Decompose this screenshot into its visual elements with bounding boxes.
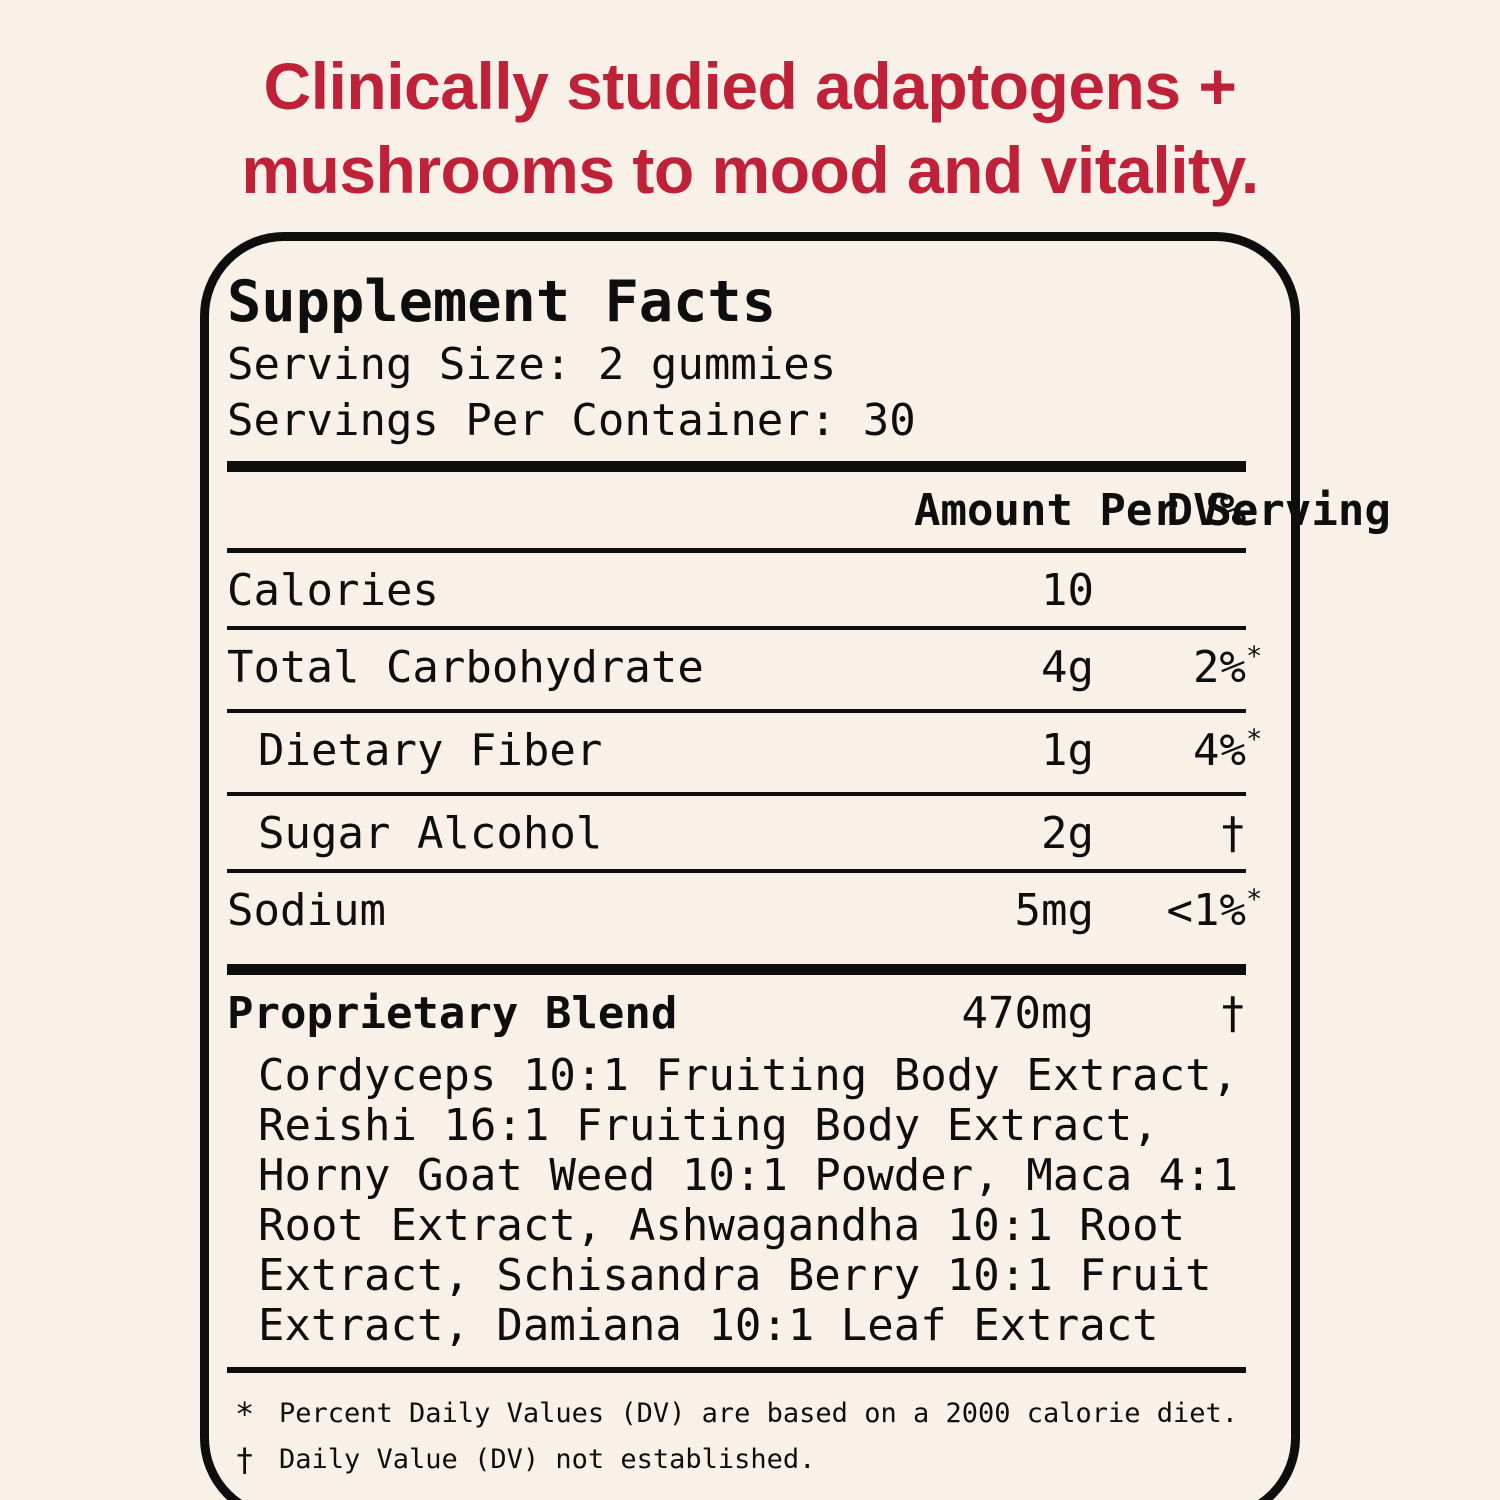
serving-size: Serving Size: 2 gummies bbox=[227, 339, 837, 390]
supplement-facts-panel: Supplement Facts Serving Size: 2 gummies… bbox=[200, 232, 1391, 1500]
divider-row bbox=[227, 792, 1246, 796]
headline-line-2: mushrooms to mood and vitality. bbox=[241, 133, 1259, 207]
dagger-mark: † bbox=[235, 1441, 255, 1479]
servings-per-container: Servings Per Container: 30 bbox=[227, 395, 916, 446]
row-sugar-alcohol: Sugar Alcohol 2g † bbox=[227, 796, 1246, 869]
asterisk-mark: * bbox=[235, 1395, 255, 1433]
dv-value: † bbox=[1219, 808, 1247, 859]
blend-label: Proprietary Blend bbox=[227, 988, 678, 1039]
panel-title: Supplement Facts bbox=[227, 269, 777, 335]
row-dv: 2%* bbox=[1193, 641, 1263, 693]
dv-value: <1% bbox=[1166, 885, 1246, 936]
blend-amount: 470mg bbox=[961, 988, 1094, 1039]
divider-row bbox=[227, 626, 1246, 630]
row-dv: † bbox=[1094, 808, 1247, 859]
row-amount: 10 bbox=[1041, 565, 1094, 616]
blend-ingredients: Cordyceps 10:1 Fruiting Body Extract, Re… bbox=[258, 1050, 1239, 1351]
row-amount: 5mg bbox=[1014, 885, 1094, 936]
row-label: Sodium bbox=[227, 885, 386, 936]
divider-row bbox=[227, 709, 1246, 713]
row-dietary-fiber: Dietary Fiber 1g 4%* bbox=[227, 713, 1263, 792]
divider-row bbox=[227, 869, 1246, 873]
row-calories: Calories 10 bbox=[227, 553, 1246, 626]
row-label: Dietary Fiber bbox=[258, 725, 603, 776]
footnote-text: Daily Value (DV) not established. bbox=[279, 1444, 816, 1475]
divider-under-ingredients bbox=[227, 1367, 1246, 1373]
divider-under-header bbox=[227, 548, 1246, 553]
header-amount-per-serving: Amount Per Serving bbox=[914, 485, 1391, 536]
row-amount: 4g bbox=[1041, 642, 1094, 693]
footnote-daily-values: * Percent Daily Values (DV) are based on… bbox=[227, 1391, 1246, 1437]
footnotes: * Percent Daily Values (DV) are based on… bbox=[227, 1391, 1246, 1483]
row-label: Sugar Alcohol bbox=[258, 808, 603, 859]
marketing-headline: Clinically studied adaptogens + mushroom… bbox=[0, 44, 1500, 212]
headline-line-1: Clinically studied adaptogens + bbox=[263, 49, 1237, 123]
row-dv: <1%* bbox=[1166, 884, 1263, 936]
header-dv-percent: DV% bbox=[1166, 485, 1246, 536]
row-dv: 4%* bbox=[1193, 724, 1263, 776]
row-total-carbohydrate: Total Carbohydrate 4g 2%* bbox=[227, 630, 1263, 709]
divider-thick-top bbox=[227, 461, 1246, 472]
divider-thick-bottom bbox=[227, 964, 1246, 975]
table-header-row: Amount Per Serving DV% bbox=[227, 472, 1391, 548]
footnote-dv-not-established: † Daily Value (DV) not established. bbox=[227, 1437, 1246, 1483]
row-amount: 2g bbox=[1041, 808, 1094, 859]
row-dv bbox=[1094, 566, 1246, 616]
row-label: Total Carbohydrate bbox=[227, 642, 704, 693]
blend-dv: † bbox=[1219, 988, 1247, 1039]
row-proprietary-blend: Proprietary Blend 470mg † bbox=[227, 975, 1246, 1045]
dv-value: 4% bbox=[1193, 725, 1246, 776]
row-sodium: Sodium 5mg <1%* bbox=[227, 873, 1263, 952]
dv-value: 2% bbox=[1193, 642, 1246, 693]
footnote-text: Percent Daily Values (DV) are based on a… bbox=[279, 1398, 1239, 1429]
row-amount: 1g bbox=[1041, 725, 1094, 776]
row-label: Calories bbox=[227, 565, 439, 616]
